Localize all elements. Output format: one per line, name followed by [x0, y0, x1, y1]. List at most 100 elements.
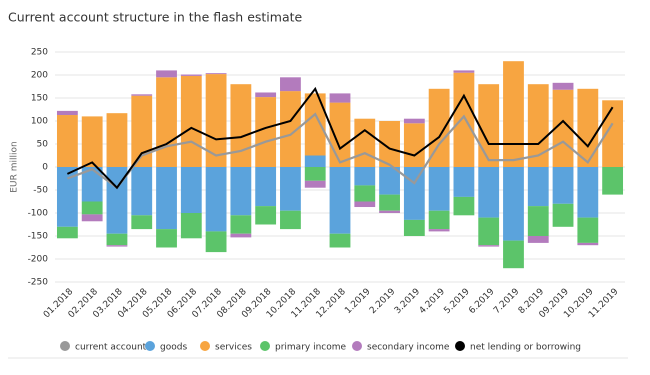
x-tick-label: 5.2019 — [442, 287, 472, 317]
bar — [503, 167, 524, 241]
bar — [81, 201, 103, 215]
y-axis-label: EUR million — [10, 141, 20, 192]
bar — [453, 167, 475, 197]
bar — [379, 167, 400, 195]
legend-label: goods — [160, 343, 187, 353]
line — [66, 86, 614, 190]
bar — [478, 217, 500, 246]
bar — [354, 201, 376, 208]
bar — [205, 73, 227, 75]
bar — [527, 206, 549, 236]
legend-label: net lending or borrowing — [470, 343, 581, 353]
bar — [379, 194, 400, 211]
bar — [280, 77, 301, 92]
bar — [255, 167, 277, 207]
bar — [304, 167, 326, 181]
bar — [403, 118, 425, 124]
legend-marker — [352, 341, 362, 351]
bar — [230, 233, 252, 238]
bar — [428, 88, 450, 167]
y-tick-label: 150 — [31, 94, 48, 104]
bar — [379, 210, 400, 213]
y-tick-label: 100 — [31, 117, 48, 127]
legend-marker — [455, 341, 465, 351]
bar — [428, 210, 450, 230]
bar — [577, 242, 599, 246]
bar — [304, 180, 326, 188]
bar — [205, 167, 227, 232]
bar — [552, 203, 574, 227]
bar — [280, 91, 301, 167]
bar — [255, 97, 277, 167]
bar — [552, 167, 574, 204]
bar — [106, 245, 128, 247]
bar — [81, 214, 103, 222]
bar — [329, 233, 351, 248]
bar — [255, 92, 277, 98]
legend-label: secondary income — [367, 343, 450, 353]
x-tick-label: 1.2019 — [343, 287, 373, 317]
bar — [453, 196, 475, 216]
bar — [354, 118, 376, 167]
bar — [577, 88, 599, 167]
bar — [180, 74, 202, 76]
bar — [230, 84, 252, 167]
y-tick-label: -150 — [28, 232, 49, 242]
bar — [503, 240, 524, 269]
bar — [428, 229, 450, 232]
bar — [577, 217, 599, 243]
bar — [354, 167, 376, 186]
bar — [478, 167, 500, 218]
bar — [156, 229, 177, 248]
bar — [577, 167, 599, 218]
x-tick-label: 2.2019 — [368, 287, 398, 317]
bar — [453, 72, 475, 167]
legend-marker — [200, 341, 210, 351]
y-tick-label: 250 — [31, 48, 48, 58]
bar — [205, 74, 227, 167]
y-tick-label: 0 — [42, 163, 48, 173]
bar — [403, 123, 425, 167]
bar — [329, 167, 351, 234]
bar — [255, 206, 277, 225]
legend-label: primary income — [275, 343, 347, 353]
bar — [280, 210, 301, 230]
bar — [280, 167, 301, 211]
bar — [304, 93, 326, 156]
bar — [106, 233, 128, 246]
bar — [156, 77, 177, 167]
bar — [428, 167, 450, 211]
bar — [205, 231, 227, 253]
bar — [131, 95, 153, 167]
bar — [81, 116, 103, 167]
x-tick-label: 6.2019 — [467, 287, 497, 317]
legend-marker — [145, 341, 155, 351]
bar — [527, 167, 549, 207]
chart-title: Current account structure in the flash e… — [8, 10, 303, 25]
bar — [230, 167, 252, 216]
legend-marker — [60, 341, 70, 351]
bar — [552, 89, 574, 167]
bar — [329, 93, 351, 103]
bar — [106, 113, 128, 167]
bar — [527, 84, 549, 167]
bar — [156, 167, 177, 230]
bar — [131, 167, 153, 216]
bar — [379, 121, 400, 167]
y-tick-label: -50 — [33, 186, 48, 196]
line — [67, 112, 614, 190]
bar — [403, 167, 425, 220]
y-tick-label: -200 — [28, 255, 49, 265]
bar — [180, 75, 202, 167]
bar — [453, 70, 475, 73]
bar — [403, 219, 425, 236]
bar — [602, 167, 624, 195]
x-tick-label: 4.2019 — [418, 287, 448, 317]
legend-label: current account — [75, 343, 147, 353]
x-tick-label: 3.2019 — [393, 287, 423, 317]
legend-marker — [260, 341, 270, 351]
y-tick-label: 50 — [37, 140, 49, 150]
bar — [478, 84, 500, 167]
bar — [180, 213, 202, 239]
